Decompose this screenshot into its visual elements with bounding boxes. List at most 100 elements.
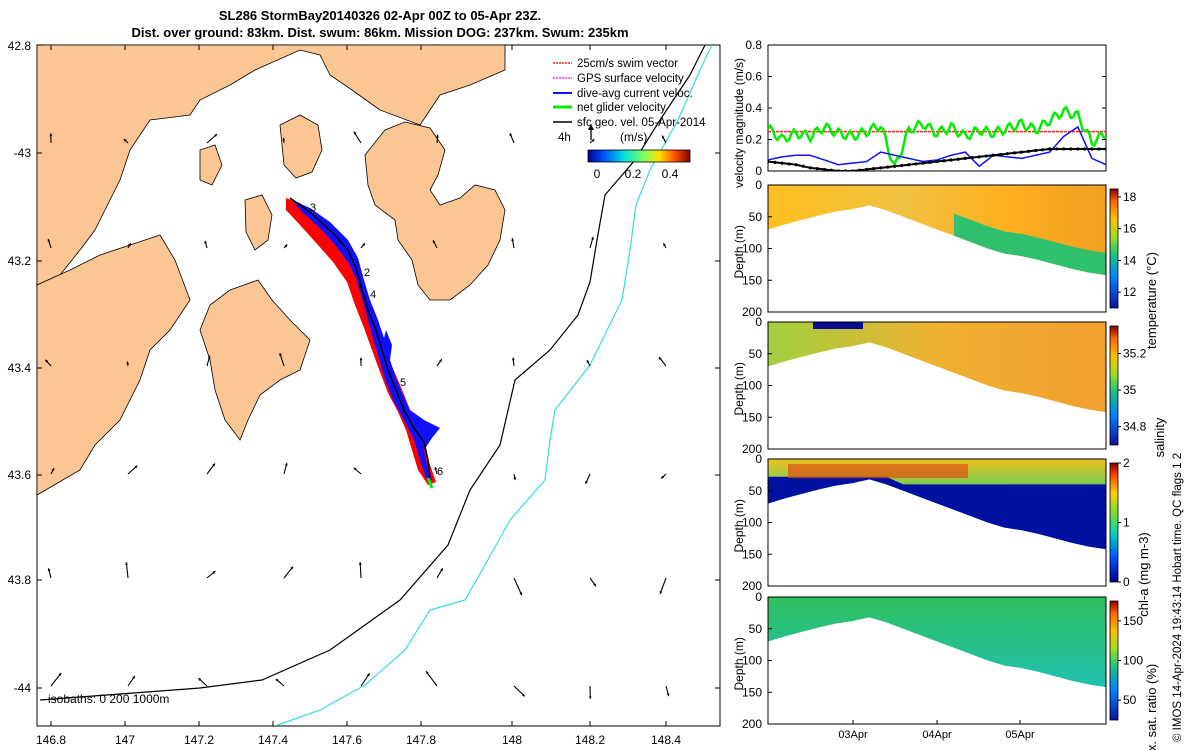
speed-colorbar [587,149,691,163]
lat-tick: 43.8 [8,573,32,587]
current-arrowhead [275,678,279,682]
sfc-velocity-marker [1005,152,1010,156]
sfc-velocity-marker [886,165,890,169]
current-arrowhead [661,475,665,479]
current-arrowhead [125,562,129,566]
isobath-1000 [274,45,713,726]
chart-subtitle: Dist. over ground: 83km. Dist. swum: 86k… [131,25,629,40]
current-arrowhead [282,137,286,141]
sfc-velocity-marker [1104,147,1106,151]
depth-tick-label: 150 [742,685,762,699]
current-arrowhead [436,134,439,138]
current-arrowhead [362,243,366,247]
current-arrowhead [45,359,49,363]
sfc-velocity-marker [893,164,897,168]
colorbar-tick: 0.2 [625,167,642,181]
legend-label: dive-avg current veloc. [577,88,693,100]
current-arrowhead [47,568,51,572]
current-arrow [665,45,666,46]
velocity-ytick-label: 0 [755,164,762,178]
current-arrowhead [358,35,361,38]
colorbar-label: chl-a (mg m-3) [1136,532,1151,617]
glider-track [289,197,431,479]
colorbar-tick: 0 [594,167,601,181]
glider-track-end [426,477,434,489]
velocity-series-line [768,147,1106,171]
sfc-velocity-marker [1026,149,1031,153]
current-arrowhead [284,462,288,466]
sfc-velocity-marker [970,156,974,160]
map-legend: 25cm/s swim vector GPS surface velocity … [553,58,706,144]
depth-tick-label: 100 [742,242,762,256]
sfc-velocity-marker [879,166,883,170]
lat-tick: -43 [14,146,32,160]
current-arrowhead [511,357,515,361]
time-tick-label: 03Apr [838,729,868,741]
colorbar-tick-label: 14 [1123,253,1137,267]
sfc-velocity-marker [935,159,939,164]
colorbar-tick: 0.4 [662,167,679,181]
sfc-velocity-marker [787,162,791,166]
current-arrow [360,45,361,46]
sfc-velocity-marker [956,157,960,161]
current-arrowhead [439,359,442,363]
sfc-velocity-marker [857,168,862,171]
depth-tick-label: 150 [742,547,762,561]
current-arrowhead [284,244,288,248]
land-tasman [199,279,311,441]
sfc-velocity-marker [829,168,833,171]
current-arrowhead [585,480,588,484]
sfc-velocity-marker [1076,147,1080,151]
current-arrowhead [519,592,523,596]
colorbar-label: temperature (°C) [1144,252,1159,349]
current-arrowhead [666,693,670,697]
profile-field [768,185,1106,276]
current-arrowhead [207,355,211,359]
lat-tick: 43.4 [8,361,32,375]
sfc-velocity-marker [921,161,925,165]
colorbar-tick-label: 150 [1123,614,1143,628]
sfc-velocity-marker [977,155,981,159]
current-arrow [437,45,438,46]
colorbar-tick-label: 50 [1123,693,1137,707]
current-arrowhead [432,240,436,244]
lat-tick: 42.8 [8,39,32,53]
current-arrowhead [353,467,357,471]
colorbar-tick-label: 100 [1123,654,1143,668]
depth-tick-label: 100 [742,516,762,530]
profile-colorbar [1109,462,1119,583]
current-arrowhead [586,360,590,364]
sfc-velocity-marker [907,163,911,167]
current-arrowhead [126,40,129,43]
colorbar-tick-label: 0 [1123,575,1130,589]
waypoint-label: 4 [370,289,376,301]
current-arrow [125,562,129,579]
waypoint-label: 5 [400,377,406,389]
sfc-velocity-marker [822,167,826,171]
current-arrow [284,45,285,46]
sfc-velocity-marker [1090,147,1094,151]
current-arrowhead [440,568,443,572]
current-arrowhead [509,133,513,137]
sfc-velocity-marker [1062,147,1066,151]
depth-tick-label: 150 [742,273,762,287]
isobath-label: isobaths: 0 200 1000m [48,692,169,706]
sfc-velocity-marker [1069,147,1073,151]
sfc-velocity-marker [928,160,932,164]
panel-frame [767,184,1107,313]
depth-tick-label: 0 [755,178,762,192]
current-arrowhead [593,583,596,587]
profile-low-chl [768,476,1106,550]
profile-cold-layer [953,213,1106,276]
current-arrowhead [58,672,62,676]
depth-tick-label: 100 [742,379,762,393]
sfc-velocity-marker [1055,147,1059,151]
sfc-velocity-marker [1041,148,1045,152]
sfc-velocity-marker [1097,147,1101,151]
current-arrowhead [123,139,127,142]
waypoint-label: 6 [437,466,443,478]
sfc-velocity-marker [768,159,770,164]
colorbar-label: Ox. sat. ratio (%) [1144,664,1159,750]
